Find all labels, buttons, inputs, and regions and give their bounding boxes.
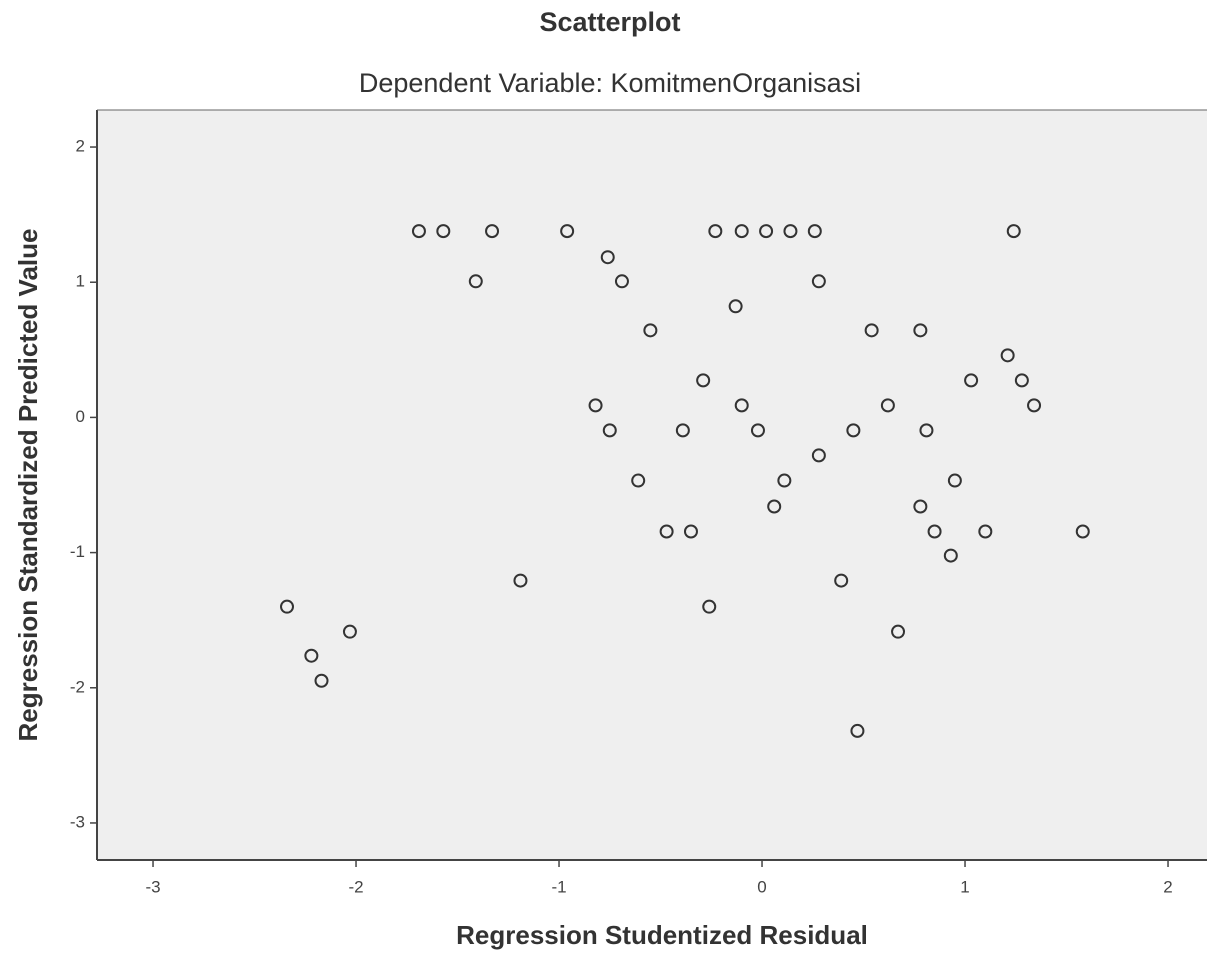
point [846, 423, 861, 438]
point [708, 224, 723, 239]
point [864, 323, 879, 338]
point [834, 573, 849, 588]
point [683, 524, 698, 539]
point [759, 224, 774, 239]
y-tick-label: -1 [70, 542, 85, 561]
point [728, 299, 743, 314]
point [1006, 224, 1021, 239]
point [602, 423, 617, 438]
point [588, 398, 603, 413]
point [304, 648, 319, 663]
y-tick-label: 1 [76, 272, 85, 291]
point [631, 473, 646, 488]
point [811, 274, 826, 289]
point [943, 548, 958, 563]
x-tick-label: 2 [1163, 877, 1172, 896]
point [964, 373, 979, 388]
point [560, 224, 575, 239]
point [807, 224, 822, 239]
point [314, 673, 329, 688]
point [767, 499, 782, 514]
point [850, 723, 865, 738]
point [919, 423, 934, 438]
point [436, 224, 451, 239]
y-axis-label: Regression Standardized Predicted Value [13, 229, 43, 742]
y-tick-label: 0 [76, 407, 85, 426]
chart-title: Scatterplot [539, 7, 680, 37]
chart-subtitle: Dependent Variable: KomitmenOrganisasi [359, 68, 861, 98]
point [1014, 373, 1029, 388]
y-tick-label: -2 [70, 677, 85, 696]
point [513, 573, 528, 588]
point [1075, 524, 1090, 539]
point [614, 274, 629, 289]
plot-area [97, 110, 1207, 860]
x-tick-label: -1 [551, 877, 566, 896]
point [280, 599, 295, 614]
point [485, 224, 500, 239]
point [913, 323, 928, 338]
x-tick-label: -3 [145, 877, 160, 896]
point [811, 448, 826, 463]
y-tick-label: -3 [70, 812, 85, 831]
point [777, 473, 792, 488]
point [750, 423, 765, 438]
point [734, 224, 749, 239]
point [947, 473, 962, 488]
point [913, 499, 928, 514]
x-tick-label: 1 [960, 877, 969, 896]
point [659, 524, 674, 539]
x-tick-label: 0 [757, 877, 766, 896]
point [342, 624, 357, 639]
point [783, 224, 798, 239]
x-axis-label: Regression Studentized Residual [456, 920, 868, 950]
point [734, 398, 749, 413]
point [411, 224, 426, 239]
x-tick-label: -2 [348, 877, 363, 896]
point [891, 624, 906, 639]
point [600, 250, 615, 265]
point [675, 423, 690, 438]
point [643, 323, 658, 338]
point [702, 599, 717, 614]
y-tick-label: 2 [76, 137, 85, 156]
point [1000, 348, 1015, 363]
point [978, 524, 993, 539]
point [880, 398, 895, 413]
point [696, 373, 711, 388]
point [927, 524, 942, 539]
point [468, 274, 483, 289]
point [1027, 398, 1042, 413]
